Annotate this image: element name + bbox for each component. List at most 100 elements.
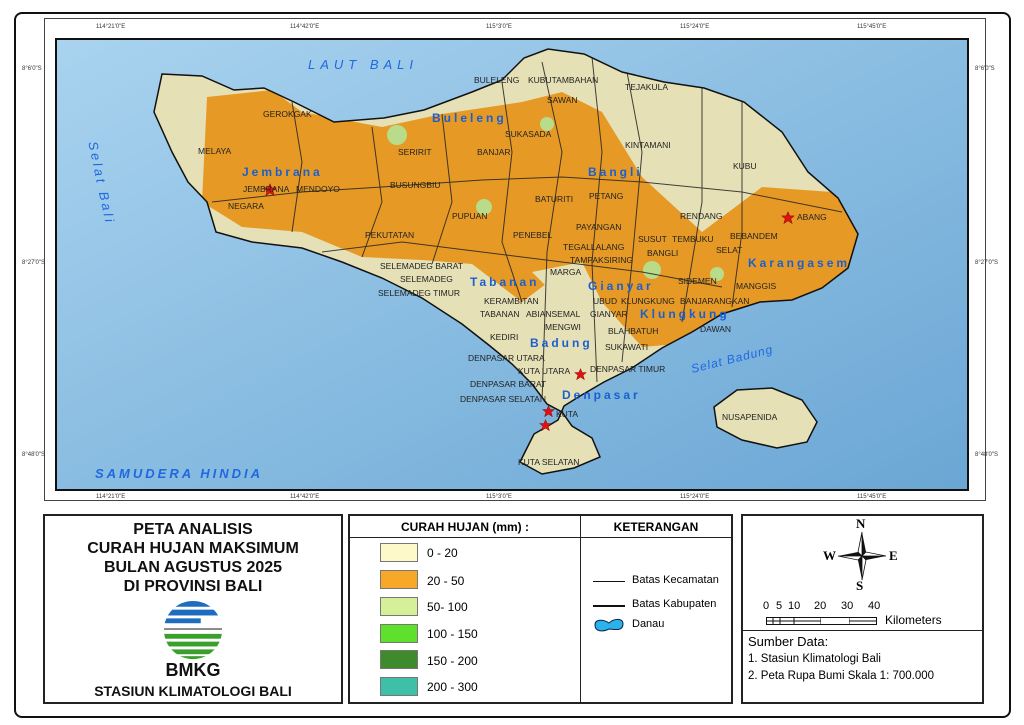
lat-tick: 8°48'0"S [975,452,999,458]
bmkg-logo-text: BMKG [165,660,221,680]
legend-divider [580,538,581,702]
regency-label: Buleleng [432,111,507,125]
scale-unit: Kilometers [885,613,942,627]
district-label: KUTA SELATAN [518,457,580,467]
map-canvas[interactable] [55,38,969,491]
scale-tick: 10 [788,600,801,612]
organization-name: STASIUN KLIMATOLOGI BALI [94,683,292,699]
district-label: ABANG [797,212,827,222]
scale-tick: 30 [841,600,854,612]
legend-swatch-150-200 [380,650,418,669]
lat-tick: 8°6'0"S [975,66,995,72]
bali-map-svg [57,40,967,489]
district-label: KUTA UTARA [518,366,571,376]
lon-tick: 115°3'0"E [486,24,512,30]
map-title-line: BULAN AGUSTUS 2025 [103,559,283,576]
scale-tick: 5 [776,600,783,612]
district-label: TEJAKULA [625,82,668,92]
district-label: TABANAN [480,309,520,319]
district-label: BANJAR [477,147,511,157]
district-label: SUKAWATI [605,342,649,352]
district-label: KLUNGKUNG [621,296,675,306]
district-label: SELEMADEG BARAT [380,261,463,271]
district-label: KUBU [733,161,757,171]
district-label: SUKASADA [505,129,552,139]
district-label: SELEMADEG TIMUR [378,288,461,298]
map-title-line: DI PROVINSI BALI [123,578,263,595]
lon-tick: 115°3'0"E [486,494,512,500]
lat-tick: 8°48'0"S [22,452,46,458]
title-box: PETA ANALISIS CURAH HUJAN MAKSIMUM BULAN… [43,514,343,704]
district-label: SIDEMEN [678,276,717,286]
district-label: DENPASAR UTARA [468,353,545,363]
district-label: MENGWI [545,322,581,332]
keterangan-label: Batas Kecamatan [632,574,719,586]
lon-tick: 114°42'0"E [290,24,320,30]
district-label: NUSAPENIDA [722,412,778,422]
legend-label: 50- 100 [427,600,468,614]
district-label: GIANYAR [590,309,628,319]
info-box: N S W E 0 5 10 20 30 40 Kilometers Sumbe… [741,514,984,704]
district-label: TEMBUKU [672,234,714,244]
map-sheet-frame [14,12,1011,718]
lon-tick: 114°21'0"E [96,24,126,30]
legend-label: 200 - 300 [427,680,478,694]
scale-tick: 40 [868,600,881,612]
scale-tick: 20 [814,600,827,612]
district-label: SERIRIT [398,147,432,157]
district-label: PENEBEL [513,230,553,240]
district-label: DENPASAR SELATAN [460,394,546,404]
legend-rainfall-header: CURAH HUJAN (mm) : [350,516,580,538]
district-label: NEGARA [228,201,264,211]
source-heading: Sumber Data: [748,634,829,649]
info-divider [743,630,982,631]
lon-tick: 114°21'0"E [96,494,126,500]
district-boundaries [211,56,843,403]
regency-boundary-line-icon [593,605,625,607]
district-label: PUPUAN [452,211,488,221]
district-label: PETANG [589,191,624,201]
source-item: 1. Stasiun Klimatologi Bali [748,653,881,665]
regency-label: Karangasem [748,256,851,270]
district-label: SAWAN [547,95,578,105]
district-label: BULELENG [474,75,520,85]
district-label: DENPASAR BARAT [470,379,547,389]
district-label: BANJARANGKAN [680,296,750,306]
source-item: 2. Peta Rupa Bumi Skala 1: 700.000 [748,670,935,682]
district-label: MARGA [550,267,582,277]
regency-label: Badung [530,336,593,350]
district-label: ABIANSEMAL [526,309,581,319]
district-label: MELAYA [198,146,232,156]
district-label: SUSUT [638,234,667,244]
district-label: MENDOYO [296,184,340,194]
district-label: BATURITI [535,194,574,204]
district-label: DAWAN [700,324,732,334]
legend-keterangan-header: KETERANGAN [580,516,731,538]
lat-tick: 8°27'0"S [975,260,999,266]
regency-label: Jembrana [242,165,323,179]
district-boundary-line-icon [593,581,625,582]
lat-tick: 8°6'0"S [22,66,42,72]
district-label: KUTA [556,409,579,419]
district-label: BANGLI [647,248,679,258]
legend-swatch-50-100 [380,597,418,616]
rain-class-50-100-patch [476,199,492,215]
district-label: GEROKGAK [263,109,312,119]
legend-label: 100 - 150 [427,627,478,641]
compass-rose-icon [837,531,887,581]
graticule-box [44,18,986,501]
keterangan-label: Batas Kabupaten [632,598,717,610]
regency-label: Bangli [588,165,643,179]
district-label: TEGALLALANG [563,242,625,252]
rain-class-20-50-area [202,90,858,347]
district-label: SELAT [716,245,743,255]
district-label: JEMBRANA [243,184,290,194]
legend-swatch-200-300 [380,677,418,696]
compass-west-label: W [823,548,836,563]
regency-label: Denpasar [562,388,641,402]
district-label: RENDANG [680,211,723,221]
legend-box: CURAH HUJAN (mm) : KETERANGAN 0 - 20 20 … [348,514,733,704]
district-label: BLAHBATUH [608,326,659,336]
regency-label: Klungkung [640,307,730,321]
lon-tick: 115°45'0"E [857,494,887,500]
